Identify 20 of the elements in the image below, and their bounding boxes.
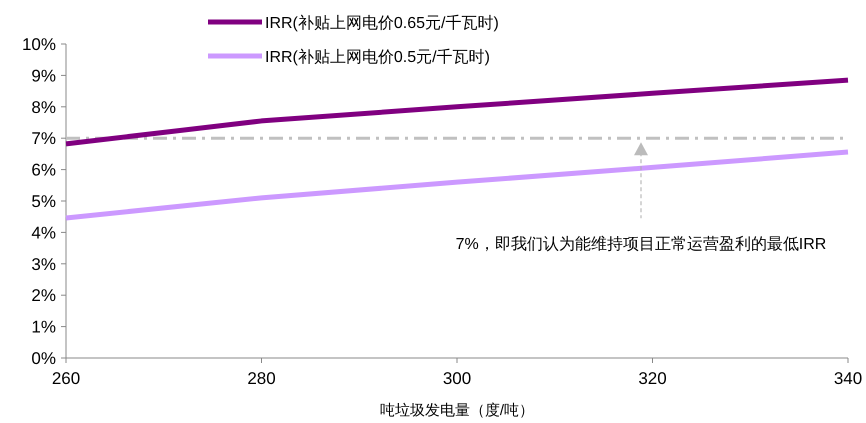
y-tick-label: 8%	[31, 98, 56, 117]
x-tick-label: 340	[834, 369, 862, 388]
x-tick-label: 260	[52, 369, 80, 388]
y-tick-label: 0%	[31, 349, 56, 368]
y-tick-label: 1%	[31, 318, 56, 337]
y-tick-label: 3%	[31, 254, 56, 274]
y-tick-label: 4%	[31, 223, 56, 242]
y-tick-label: 7%	[31, 129, 56, 148]
annotation: 7%，即我们认为能维持项目正常运营盈利的最低IRR	[456, 235, 826, 254]
y-tick-label: 9%	[31, 66, 56, 86]
x-tick-label: 320	[638, 369, 667, 388]
legend-label: IRR(补贴上网电价0.5元/千瓦时)	[265, 48, 490, 66]
y-tick-label: 2%	[31, 286, 56, 306]
x-tick-label: 280	[247, 369, 276, 388]
y-tick-label: 6%	[31, 160, 56, 180]
x-axis-title: 吨垃圾发电量（度/吨）	[380, 402, 534, 419]
legend-label: IRR(补贴上网电价0.65元/千瓦时)	[265, 14, 499, 32]
x-tick-label: 300	[442, 369, 472, 388]
y-tick-label: 10%	[22, 35, 56, 54]
y-tick-label: 5%	[31, 192, 56, 211]
